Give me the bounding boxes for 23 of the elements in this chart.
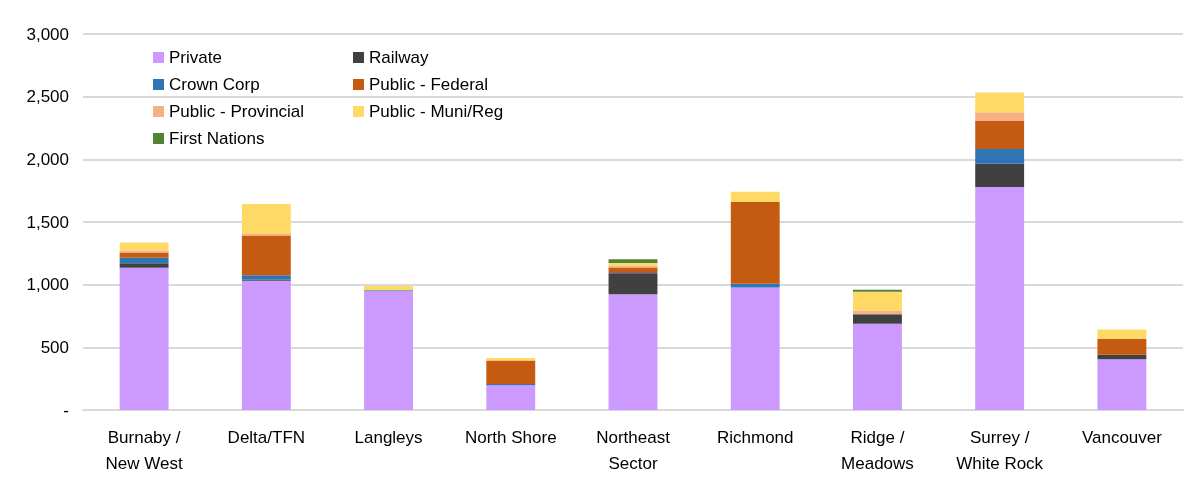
- legend-label: Crown Corp: [169, 75, 260, 94]
- y-tick-label: 1,500: [26, 212, 69, 232]
- x-tick-label: Ridge / Meadows: [841, 427, 914, 473]
- x-tick-label: Surrey / White Rock: [956, 427, 1044, 473]
- y-tick-label: -: [63, 400, 69, 420]
- y-tick-label: 1,000: [26, 275, 69, 295]
- legend-label: Public - Provincial: [169, 102, 305, 121]
- y-tick-label: 2,500: [26, 87, 69, 107]
- x-tick-label: Delta/TFN: [227, 427, 306, 447]
- x-tick-label: Northeast Sector: [596, 427, 671, 473]
- y-tick-label: 3,000: [26, 24, 69, 44]
- x-tick-label: North Shore: [464, 427, 557, 447]
- legend-label: Railway: [369, 48, 430, 67]
- legend-label: First Nations: [169, 129, 265, 148]
- y-tick-label: 500: [40, 337, 69, 357]
- legend-label: Private: [169, 48, 222, 67]
- x-tick-label: Langleys: [354, 427, 423, 447]
- y-tick-label: 2,000: [26, 149, 69, 169]
- legend-label: Public - Federal: [369, 75, 489, 94]
- x-tick-label: Vancouver: [1081, 427, 1163, 447]
- x-tick-label: Richmond: [716, 427, 794, 447]
- x-tick-label: Burnaby / New West: [105, 427, 183, 473]
- legend-label: Public - Muni/Reg: [369, 102, 504, 121]
